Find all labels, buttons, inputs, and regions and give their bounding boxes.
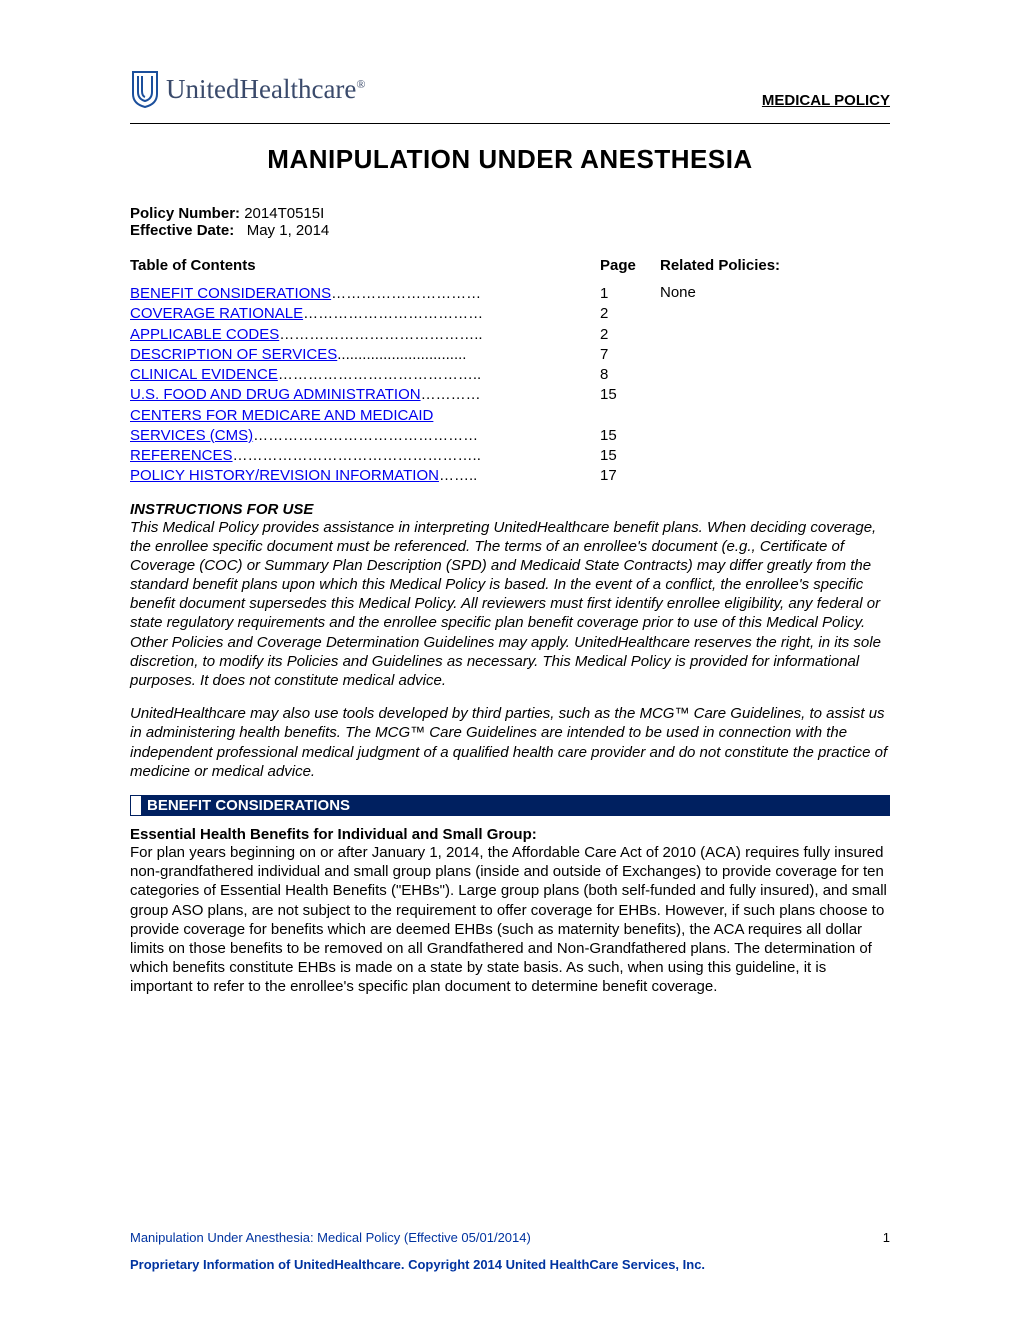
toc-page-number: 8: [600, 365, 660, 385]
document-page: UnitedHealthcare® MEDICAL POLICY MANIPUL…: [0, 0, 1020, 1320]
policy-number-label: Policy Number:: [130, 205, 240, 222]
toc-item: REFERENCES…………………………………………..: [130, 446, 600, 466]
toc-page-number: 15: [600, 446, 660, 466]
related-policies-value: None: [660, 284, 890, 301]
instructions-heading: INSTRUCTIONS FOR USE: [130, 501, 890, 518]
document-title: MANIPULATION UNDER ANESTHESIA: [130, 144, 890, 175]
toc-link[interactable]: DESCRIPTION OF SERVICES: [130, 345, 337, 365]
toc-item: CENTERS FOR MEDICARE AND MEDICAID: [130, 406, 600, 426]
toc-link[interactable]: CENTERS FOR MEDICARE AND MEDICAID: [130, 406, 433, 426]
toc-item: DESCRIPTION OF SERVICES.................…: [130, 345, 600, 365]
toc-page-number: 2: [600, 325, 660, 345]
effective-date-value: May 1, 2014: [247, 222, 330, 239]
brand-name: UnitedHealthcare®: [166, 74, 366, 105]
toc-link[interactable]: BENEFIT CONSIDERATIONS: [130, 284, 331, 304]
toc-page-number: 15: [600, 385, 660, 405]
toc-item: SERVICES (CMS)………………………………………: [130, 426, 600, 446]
shield-icon: [130, 70, 160, 108]
toc-heading: Table of Contents: [130, 257, 600, 274]
ehb-body: For plan years beginning on or after Jan…: [130, 843, 890, 997]
toc-item: BENEFIT CONSIDERATIONS…………………………: [130, 284, 600, 304]
toc-link[interactable]: POLICY HISTORY/REVISION INFORMATION: [130, 466, 439, 486]
toc-page-number: 7: [600, 345, 660, 365]
page-footer: Manipulation Under Anesthesia: Medical P…: [130, 1230, 890, 1272]
section-bar-benefit-considerations: BENEFIT CONSIDERATIONS: [130, 795, 890, 816]
related-policies-heading: Related Policies:: [660, 257, 890, 274]
toc-link[interactable]: REFERENCES: [130, 446, 233, 466]
toc-link[interactable]: COVERAGE RATIONALE: [130, 304, 303, 324]
toc-link[interactable]: APPLICABLE CODES: [130, 325, 279, 345]
instructions-paragraph-2: UnitedHealthcare may also use tools deve…: [130, 704, 890, 781]
toc-page-number: 2: [600, 304, 660, 324]
toc-item: COVERAGE RATIONALE………………………………: [130, 304, 600, 324]
effective-date-label: Effective Date:: [130, 222, 234, 239]
footer-copyright: Proprietary Information of UnitedHealthc…: [130, 1257, 890, 1272]
toc-link[interactable]: SERVICES (CMS): [130, 426, 253, 446]
header-divider: [130, 123, 890, 124]
toc-page-number: 15: [600, 426, 660, 446]
toc-item: U.S. FOOD AND DRUG ADMINISTRATION…………: [130, 385, 600, 405]
toc-page-number: 17: [600, 466, 660, 486]
toc-item: POLICY HISTORY/REVISION INFORMATION……..: [130, 466, 600, 486]
toc-link[interactable]: CLINICAL EVIDENCE: [130, 365, 278, 385]
toc-link[interactable]: U.S. FOOD AND DRUG ADMINISTRATION: [130, 385, 421, 405]
toc-item: CLINICAL EVIDENCE…………………………………..: [130, 365, 600, 385]
toc-page-number: 1: [600, 284, 660, 304]
toc-page-heading: Page: [600, 257, 660, 274]
footer-policy-ref: Manipulation Under Anesthesia: Medical P…: [130, 1230, 531, 1245]
table-of-contents: Table of Contents BENEFIT CONSIDERATIONS…: [130, 257, 890, 487]
instructions-paragraph-1: This Medical Policy provides assistance …: [130, 518, 890, 691]
toc-item: APPLICABLE CODES…………………………………..: [130, 325, 600, 345]
ehb-subheading: Essential Health Benefits for Individual…: [130, 826, 890, 843]
policy-number-value: 2014T0515I: [244, 205, 324, 222]
policy-meta: Policy Number: 2014T0515I Effective Date…: [130, 205, 890, 239]
page-number: 1: [883, 1230, 890, 1245]
